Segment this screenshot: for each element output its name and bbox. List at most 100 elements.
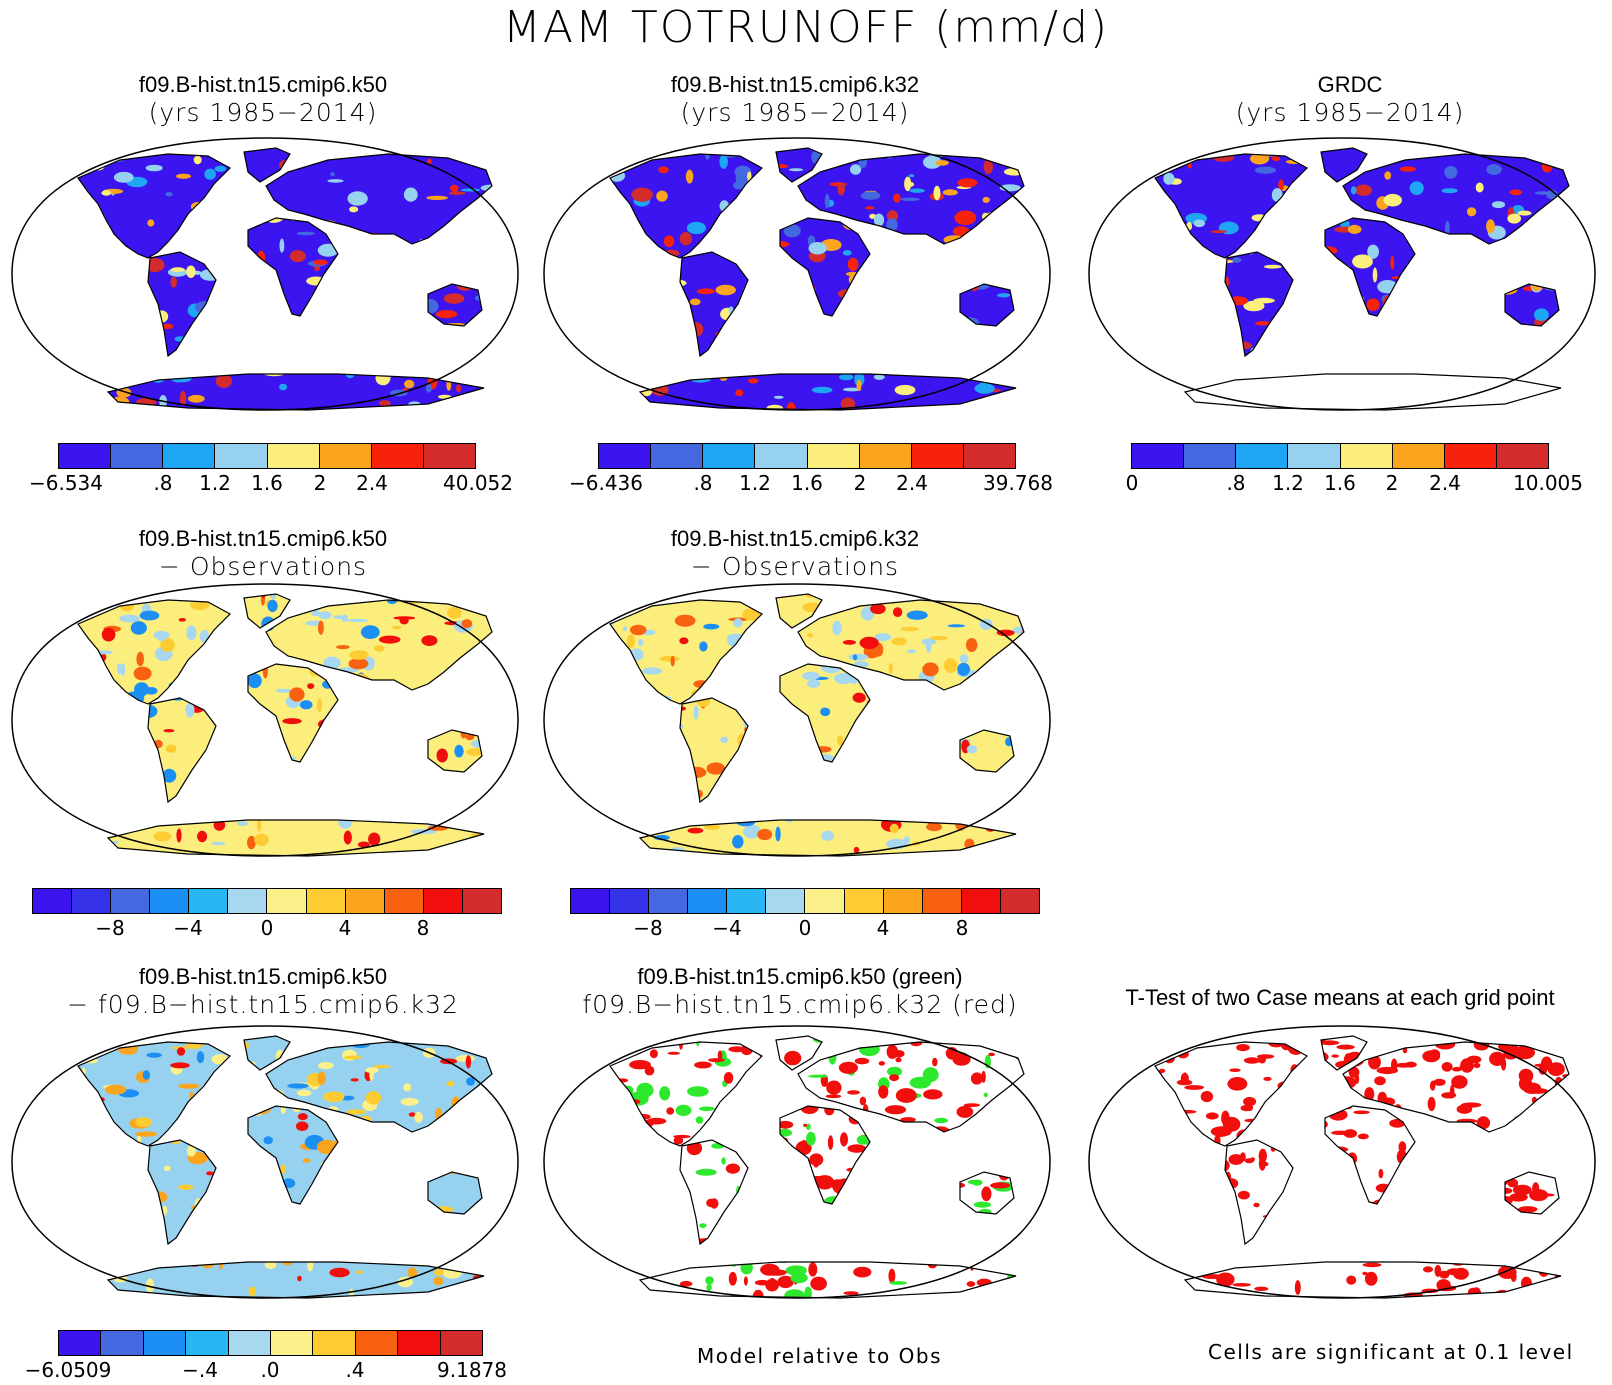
- colorbar-swatch-0: [59, 1331, 102, 1355]
- map-panel-3: [1088, 137, 1596, 411]
- colorbar-swatch-1: [610, 889, 650, 913]
- cbar2-label-2: 1.2: [739, 471, 771, 495]
- model-relative-note: Model relative to Obs: [697, 1344, 942, 1368]
- panel-8-title: T-Test of two Case means at each grid po…: [1080, 985, 1600, 1011]
- coastline-africa: [1324, 217, 1416, 317]
- panel-4-title-line1: f09.B-hist.tn15.cmip6.k50: [138, 526, 388, 551]
- panel-6-title: f09.B-hist.tn15.cmip6.k50 − f09.B−hist.t…: [40, 964, 486, 1020]
- colorbar-swatch-6: [267, 889, 307, 913]
- colorbar-swatch-5: [766, 889, 806, 913]
- colorbar-swatch-8: [883, 889, 923, 913]
- map-panel-6: [11, 1025, 519, 1299]
- map-panel-8: [1088, 1025, 1596, 1299]
- coastline-greenland: [775, 1035, 823, 1071]
- cbar3-label-2: 1.2: [1272, 471, 1304, 495]
- significance-note: Cells are significant at 0.1 level: [1208, 1340, 1574, 1364]
- cbar5-label-2: 0: [798, 916, 812, 940]
- panel-2-title: f09.B-hist.tn15.cmip6.k32 (yrs 1985−2014…: [640, 72, 950, 128]
- coastline-eurasia: [265, 1041, 493, 1133]
- colorbar-swatch-0: [1132, 444, 1185, 468]
- colorbar-swatch-7: [844, 889, 884, 913]
- map-panel-5: [543, 583, 1051, 857]
- colorbar-panel-2: [598, 443, 1016, 469]
- cbar6-label-0: −6.0509: [24, 1358, 112, 1382]
- coastline-greenland: [243, 147, 291, 183]
- cbar6-label-4: 9.1878: [437, 1358, 507, 1382]
- colorbar-swatch-7: [423, 444, 475, 468]
- coastline-australia: [959, 1171, 1015, 1215]
- panel-4-title: f09.B-hist.tn15.cmip6.k50 − Observations: [108, 526, 418, 582]
- panel-3-title-line1: GRDC: [1317, 72, 1383, 97]
- colorbar-swatch-7: [306, 889, 346, 913]
- coastline-greenland: [775, 593, 823, 629]
- coastline-eurasia: [265, 153, 493, 245]
- map-land-fill: [610, 1036, 1024, 1298]
- colorbar-swatch-4: [267, 444, 320, 468]
- colorbar-swatch-1: [651, 444, 704, 468]
- colorbar-swatch-6: [1444, 444, 1497, 468]
- map-outline: [11, 1025, 519, 1299]
- coastline-greenland: [243, 1035, 291, 1071]
- cbar1-label-0: −6.534: [28, 471, 104, 495]
- colorbar-swatch-0: [33, 889, 73, 913]
- coastline-australia: [1504, 1171, 1560, 1215]
- colorbar-swatch-6: [371, 444, 424, 468]
- coastline-australia: [959, 729, 1015, 773]
- cbar3-label-4: 2: [1385, 471, 1399, 495]
- colorbar-swatch-3: [215, 444, 268, 468]
- cbar1-label-1: .8: [153, 471, 173, 495]
- panel-2-title-line2: (yrs 1985−2014): [680, 98, 910, 127]
- coastline-antarctica: [1183, 1261, 1562, 1299]
- colorbar-swatch-6: [805, 889, 845, 913]
- panel-7-title: f09.B-hist.tn15.cmip6.k50 (green) f09.B−…: [560, 964, 1040, 1020]
- cbar5-label-4: 8: [955, 916, 969, 940]
- coastline-southamerica: [679, 251, 749, 358]
- cbar2-label-5: 2.4: [896, 471, 928, 495]
- coastline-antarctica: [638, 373, 1017, 411]
- coastline-southamerica: [679, 697, 749, 804]
- cbar2-label-1: .8: [693, 471, 713, 495]
- coastline-australia: [427, 729, 483, 773]
- panel-6-title-line1: f09.B-hist.tn15.cmip6.k50: [138, 964, 388, 989]
- coastline-antarctica: [106, 373, 485, 411]
- cbar2-label-6: 39.768: [983, 471, 1053, 495]
- cbar1-label-6: 40.052: [443, 471, 513, 495]
- colorbar-swatch-3: [186, 1331, 229, 1355]
- colorbar-swatch-1: [111, 444, 164, 468]
- coastline-northamerica: [77, 1041, 231, 1147]
- colorbar-swatch-5: [859, 444, 912, 468]
- map-land-fill: [610, 594, 1024, 856]
- colorbar-panel-3: [1131, 443, 1549, 469]
- map-outline: [543, 583, 1051, 857]
- coastline-antarctica: [1183, 373, 1562, 411]
- panel-7-title-line1: f09.B-hist.tn15.cmip6.k50 (green): [637, 964, 963, 989]
- figure-title: MAM TOTRUNOFF (mm/d): [502, 2, 1110, 53]
- colorbar-swatch-4: [807, 444, 860, 468]
- cbar4-label-1: −4: [173, 916, 203, 940]
- colorbar-swatch-10: [961, 889, 1001, 913]
- cbar4-label-3: 4: [338, 916, 352, 940]
- coastline-antarctica: [106, 819, 485, 857]
- panel-5-title-line1: f09.B-hist.tn15.cmip6.k32: [670, 526, 920, 551]
- map-panel-2: [543, 137, 1051, 411]
- colorbar-swatch-5: [1392, 444, 1445, 468]
- coastline-southamerica: [679, 1139, 749, 1246]
- cbar4-label-4: 8: [416, 916, 430, 940]
- colorbar-panel-1: [58, 443, 476, 469]
- panel-6-title-line2: − f09.B−hist.tn15.cmip6.k32: [67, 990, 459, 1019]
- coastline-eurasia: [1342, 1041, 1570, 1133]
- colorbar-swatch-2: [163, 444, 216, 468]
- coastline-southamerica: [1224, 1139, 1294, 1246]
- colorbar-swatch-1: [1184, 444, 1237, 468]
- coastline-australia: [959, 283, 1015, 327]
- colorbar-swatch-7: [963, 444, 1015, 468]
- colorbar-swatch-4: [228, 1331, 272, 1355]
- colorbar-swatch-2: [111, 889, 151, 913]
- map-outline: [1088, 1025, 1596, 1299]
- map-land-fill: [1155, 148, 1569, 356]
- cbar3-label-5: 2.4: [1429, 471, 1461, 495]
- coastline-africa: [779, 663, 871, 763]
- panel-3-title: GRDC (yrs 1985−2014): [1195, 72, 1505, 128]
- cbar2-label-0: −6.436: [568, 471, 644, 495]
- colorbar-panel-5: [570, 888, 1040, 914]
